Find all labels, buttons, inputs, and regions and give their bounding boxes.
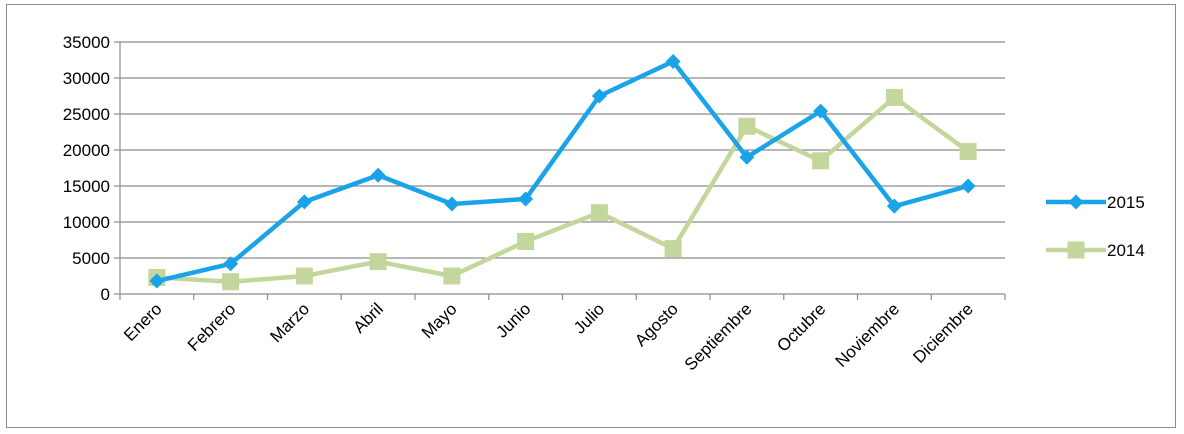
data-point-2015 (223, 256, 239, 272)
series-2015 (149, 53, 976, 289)
x-tick-label: Septiembre (681, 299, 756, 374)
legend: 2015 2014 (1046, 193, 1145, 260)
legend-label: 2014 (1107, 241, 1145, 260)
y-tick-label: 25000 (63, 105, 110, 124)
legend-item-2014: 2014 (1046, 241, 1145, 260)
y-tick-label: 30000 (63, 69, 110, 88)
y-tick-label: 20000 (63, 141, 110, 160)
series-line-2015 (156, 59, 969, 284)
y-tick-labels: 0 5000 10000 15000 20000 25000 30000 35000 (63, 33, 110, 304)
x-tick-label: Enero (120, 299, 166, 345)
data-point-2015 (149, 273, 165, 289)
data-point-2015 (886, 198, 902, 214)
data-point-2015 (370, 167, 386, 183)
data-point-2015 (296, 194, 312, 210)
data-point-2014 (369, 253, 387, 271)
data-point-2015 (665, 53, 681, 69)
data-point-2014 (738, 117, 756, 135)
x-tick-label: Mayo (418, 299, 461, 342)
data-point-2014 (959, 142, 977, 160)
legend-label: 2015 (1107, 193, 1145, 212)
x-tick-label: Marzo (266, 299, 313, 346)
x-tick-label: Abril (349, 299, 386, 336)
y-tick-label: 5000 (72, 249, 110, 268)
x-tick-label: Julio (570, 299, 608, 337)
axes (114, 41, 1006, 300)
series-2014 (148, 88, 977, 291)
series-line-2014 (156, 95, 970, 285)
x-tick-label: Agosto (631, 299, 682, 350)
legend-marker (1067, 241, 1085, 259)
data-point-2014 (885, 88, 903, 106)
y-tick-label: 10000 (63, 213, 110, 232)
data-point-2014 (295, 267, 313, 285)
data-point-2014 (664, 240, 682, 258)
data-point-2015 (739, 149, 755, 165)
x-tick-labels: Enero Febrero Marzo Abril Mayo Junio Julio Agos… (120, 299, 977, 374)
x-tick-label: Junio (492, 299, 534, 341)
y-tick-label: 35000 (63, 33, 110, 52)
x-tick-label: Octubre (773, 299, 829, 355)
x-tick-label: Febrero (184, 299, 240, 355)
y-tick-label: 15000 (63, 177, 110, 196)
data-point-2014 (812, 152, 830, 170)
x-tick-label: Diciembre (909, 299, 977, 367)
legend-marker (1068, 194, 1084, 210)
data-point-2015 (813, 103, 829, 119)
gridlines (120, 41, 1005, 259)
data-point-2015 (518, 191, 534, 207)
data-point-2014 (443, 267, 461, 285)
data-point-2014 (222, 273, 240, 291)
data-point-2015 (591, 88, 607, 104)
data-point-2015 (444, 196, 460, 212)
y-tick-label: 0 (101, 285, 110, 304)
series-lines (148, 53, 977, 291)
data-point-2015 (960, 178, 976, 194)
x-tick-label: Noviembre (832, 299, 904, 371)
legend-item-2015: 2015 (1046, 193, 1145, 212)
data-point-2014 (517, 232, 535, 250)
data-point-2014 (590, 204, 608, 222)
